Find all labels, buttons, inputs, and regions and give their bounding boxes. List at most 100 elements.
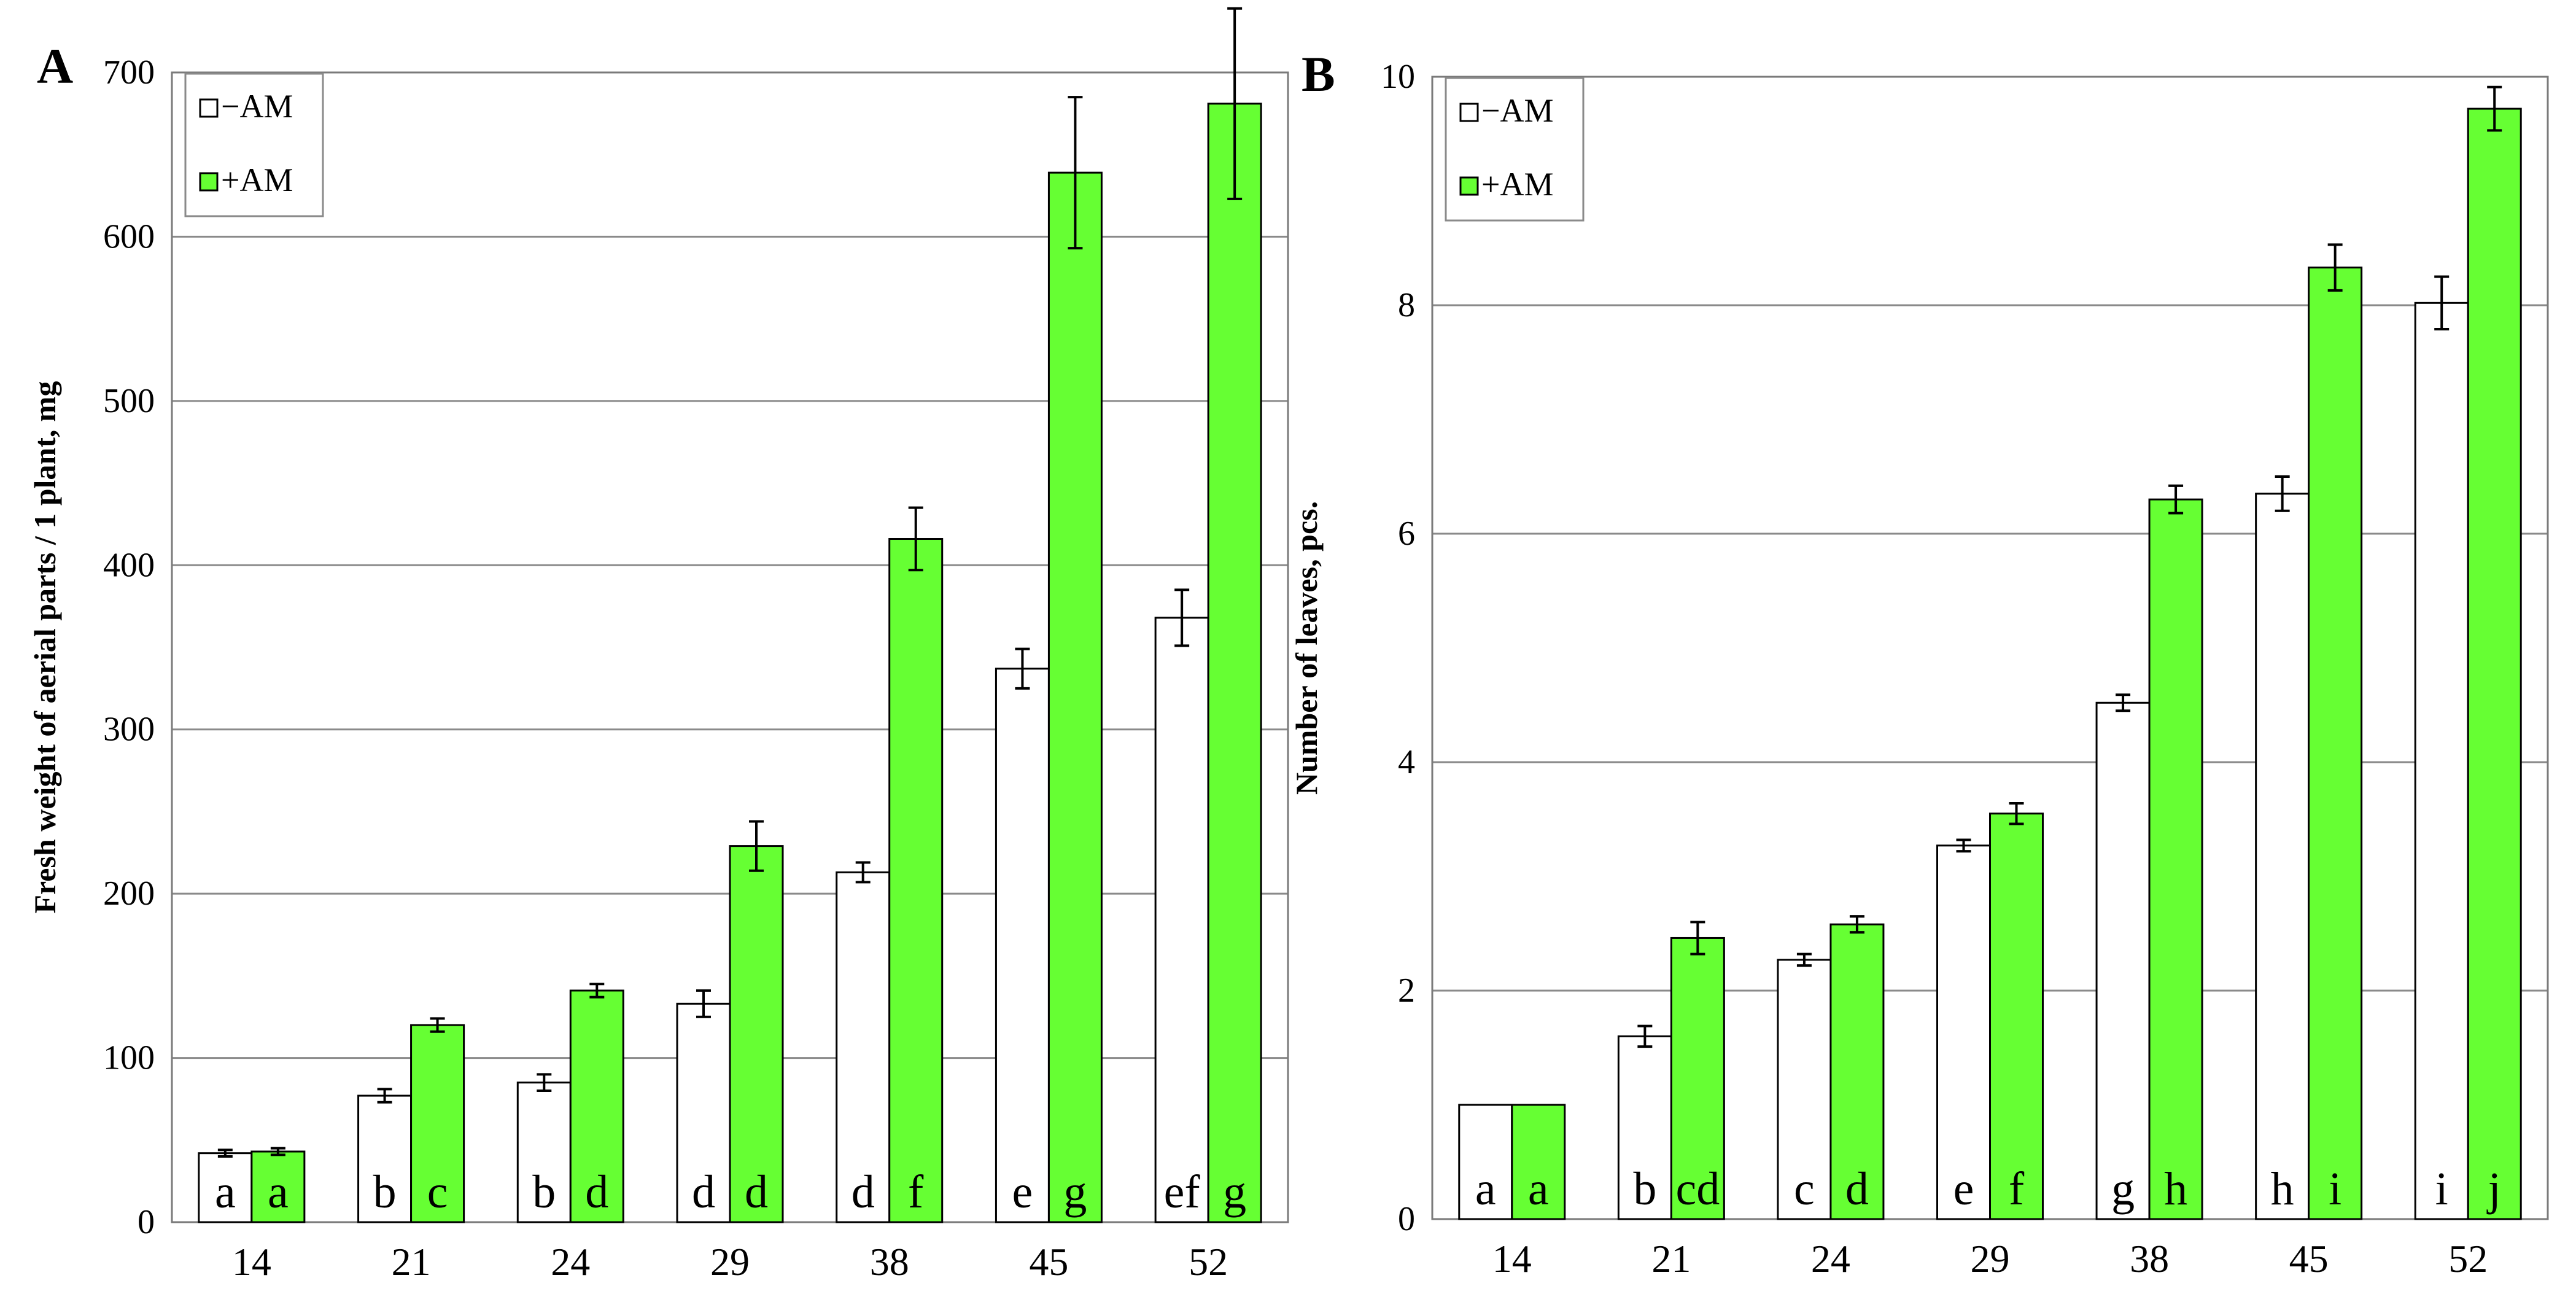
x-tick-label: 45 — [1029, 1240, 1068, 1284]
legend-box — [1445, 77, 1585, 222]
x-tick-label: 29 — [1971, 1237, 2010, 1281]
legend-swatch-plus-am — [1459, 176, 1479, 196]
significance-letter: g — [1063, 1166, 1087, 1218]
legend: −AM +AM — [1445, 77, 1585, 222]
significance-letter: d — [1845, 1163, 1869, 1215]
y-tick-label: 200 — [103, 875, 155, 913]
bar-plus-am-38 — [888, 537, 944, 1223]
bar-minus-am-24 — [516, 1082, 572, 1223]
legend-swatch-minus-am — [199, 98, 219, 118]
x-tick-label: 38 — [2130, 1237, 2169, 1281]
significance-letter: g — [2111, 1163, 2135, 1215]
error-bar — [1227, 7, 1243, 200]
y-tick-label: 4 — [1398, 743, 1415, 781]
y-tick-label: 8 — [1398, 286, 1415, 324]
error-bar — [537, 1073, 552, 1093]
y-axis-title: Fresh weight of aerial parts / 1 plant, … — [28, 381, 62, 913]
significance-letter: i — [2435, 1163, 2448, 1215]
legend-label: +AM — [1481, 166, 1553, 203]
significance-letter: d — [585, 1166, 608, 1218]
error-bar — [1174, 588, 1190, 647]
x-tick-label: 24 — [551, 1240, 590, 1284]
panel-label: B — [1302, 46, 1335, 102]
y-tick-label: 6 — [1398, 515, 1415, 553]
x-tick-label: 52 — [2448, 1237, 2488, 1281]
significance-letter: c — [427, 1166, 448, 1218]
legend-label: −AM — [1481, 92, 1553, 129]
error-bar — [1796, 953, 1812, 967]
bar-minus-am-45 — [995, 668, 1050, 1223]
significance-letter: b — [373, 1166, 397, 1218]
significance-letter: f — [908, 1166, 924, 1218]
x-tick-label: 14 — [232, 1240, 271, 1284]
y-tick-label: 10 — [1381, 58, 1415, 96]
error-bar — [1849, 915, 1864, 934]
bar-plus-am-45 — [1047, 171, 1103, 1223]
significance-letter: j — [2486, 1163, 2501, 1215]
error-bar — [2487, 85, 2502, 132]
error-bar — [2275, 475, 2290, 512]
bar-plus-am-52 — [1207, 103, 1262, 1223]
bar-minus-am-38 — [836, 871, 891, 1223]
bar-plus-am-38 — [2148, 498, 2203, 1220]
y-tick-label: 2 — [1398, 972, 1415, 1010]
y-tick-label: 400 — [103, 546, 155, 584]
significance-letter: a — [268, 1166, 289, 1218]
bar-minus-am-14 — [198, 1152, 253, 1223]
significance-letter: i — [2329, 1163, 2341, 1215]
x-tick-label: 29 — [710, 1240, 750, 1284]
y-tick-label: 600 — [103, 217, 155, 255]
bar-plus-am-14 — [1511, 1104, 1566, 1220]
significance-letter: b — [1633, 1163, 1656, 1215]
bar-plus-am-52 — [2467, 107, 2522, 1220]
legend-swatch-minus-am — [1459, 103, 1479, 122]
significance-letter: f — [2009, 1163, 2025, 1215]
legend-box — [184, 72, 324, 217]
error-bar — [377, 1088, 392, 1104]
bar-minus-am-45 — [2255, 493, 2310, 1220]
bar-plus-am-45 — [2308, 267, 2363, 1220]
bar-minus-am-21 — [1617, 1035, 1672, 1220]
error-bar — [1690, 921, 1705, 956]
bar-plus-am-14 — [250, 1150, 306, 1223]
x-tick-label: 38 — [870, 1240, 909, 1284]
legend-swatch-plus-am — [199, 172, 219, 192]
significance-letter: b — [532, 1166, 556, 1218]
error-bar — [908, 506, 923, 572]
bar-minus-am-38 — [2095, 701, 2151, 1220]
bar-plus-am-29 — [1989, 813, 2044, 1220]
y-tick-label: 700 — [103, 53, 155, 92]
error-bar — [2168, 484, 2184, 515]
y-tick-label: 0 — [138, 1203, 155, 1241]
x-tick-label: 21 — [392, 1240, 431, 1284]
significance-letter: h — [2271, 1163, 2294, 1215]
significance-letter: e — [1012, 1166, 1033, 1218]
bar-minus-am-14 — [1458, 1104, 1513, 1220]
significance-letter: a — [1475, 1163, 1496, 1215]
bar-plus-am-24 — [1829, 923, 1885, 1220]
error-bar — [1637, 1024, 1653, 1048]
legend-label: −AM — [221, 88, 293, 125]
significance-letter: h — [2164, 1163, 2187, 1215]
y-tick-label: 300 — [103, 711, 155, 749]
legend-label: +AM — [221, 162, 293, 198]
significance-letter: d — [692, 1166, 715, 1218]
error-bar — [749, 820, 764, 872]
y-axis-title: Number of leaves, pcs. — [1289, 501, 1324, 795]
x-tick-label: 24 — [1811, 1237, 1850, 1281]
error-bar — [855, 861, 871, 884]
error-bar — [2327, 243, 2343, 292]
significance-letter: a — [215, 1166, 236, 1218]
bar-plus-am-29 — [729, 845, 784, 1223]
error-bar — [1068, 96, 1083, 250]
significance-letter: a — [1528, 1163, 1549, 1215]
bar-minus-am-52 — [1154, 617, 1209, 1223]
error-bar — [270, 1147, 285, 1156]
x-tick-label: 21 — [1651, 1237, 1691, 1281]
error-bar — [2009, 801, 2024, 825]
x-tick-label: 45 — [2289, 1237, 2329, 1281]
bar-plus-am-24 — [569, 989, 624, 1223]
error-bar — [696, 989, 711, 1018]
